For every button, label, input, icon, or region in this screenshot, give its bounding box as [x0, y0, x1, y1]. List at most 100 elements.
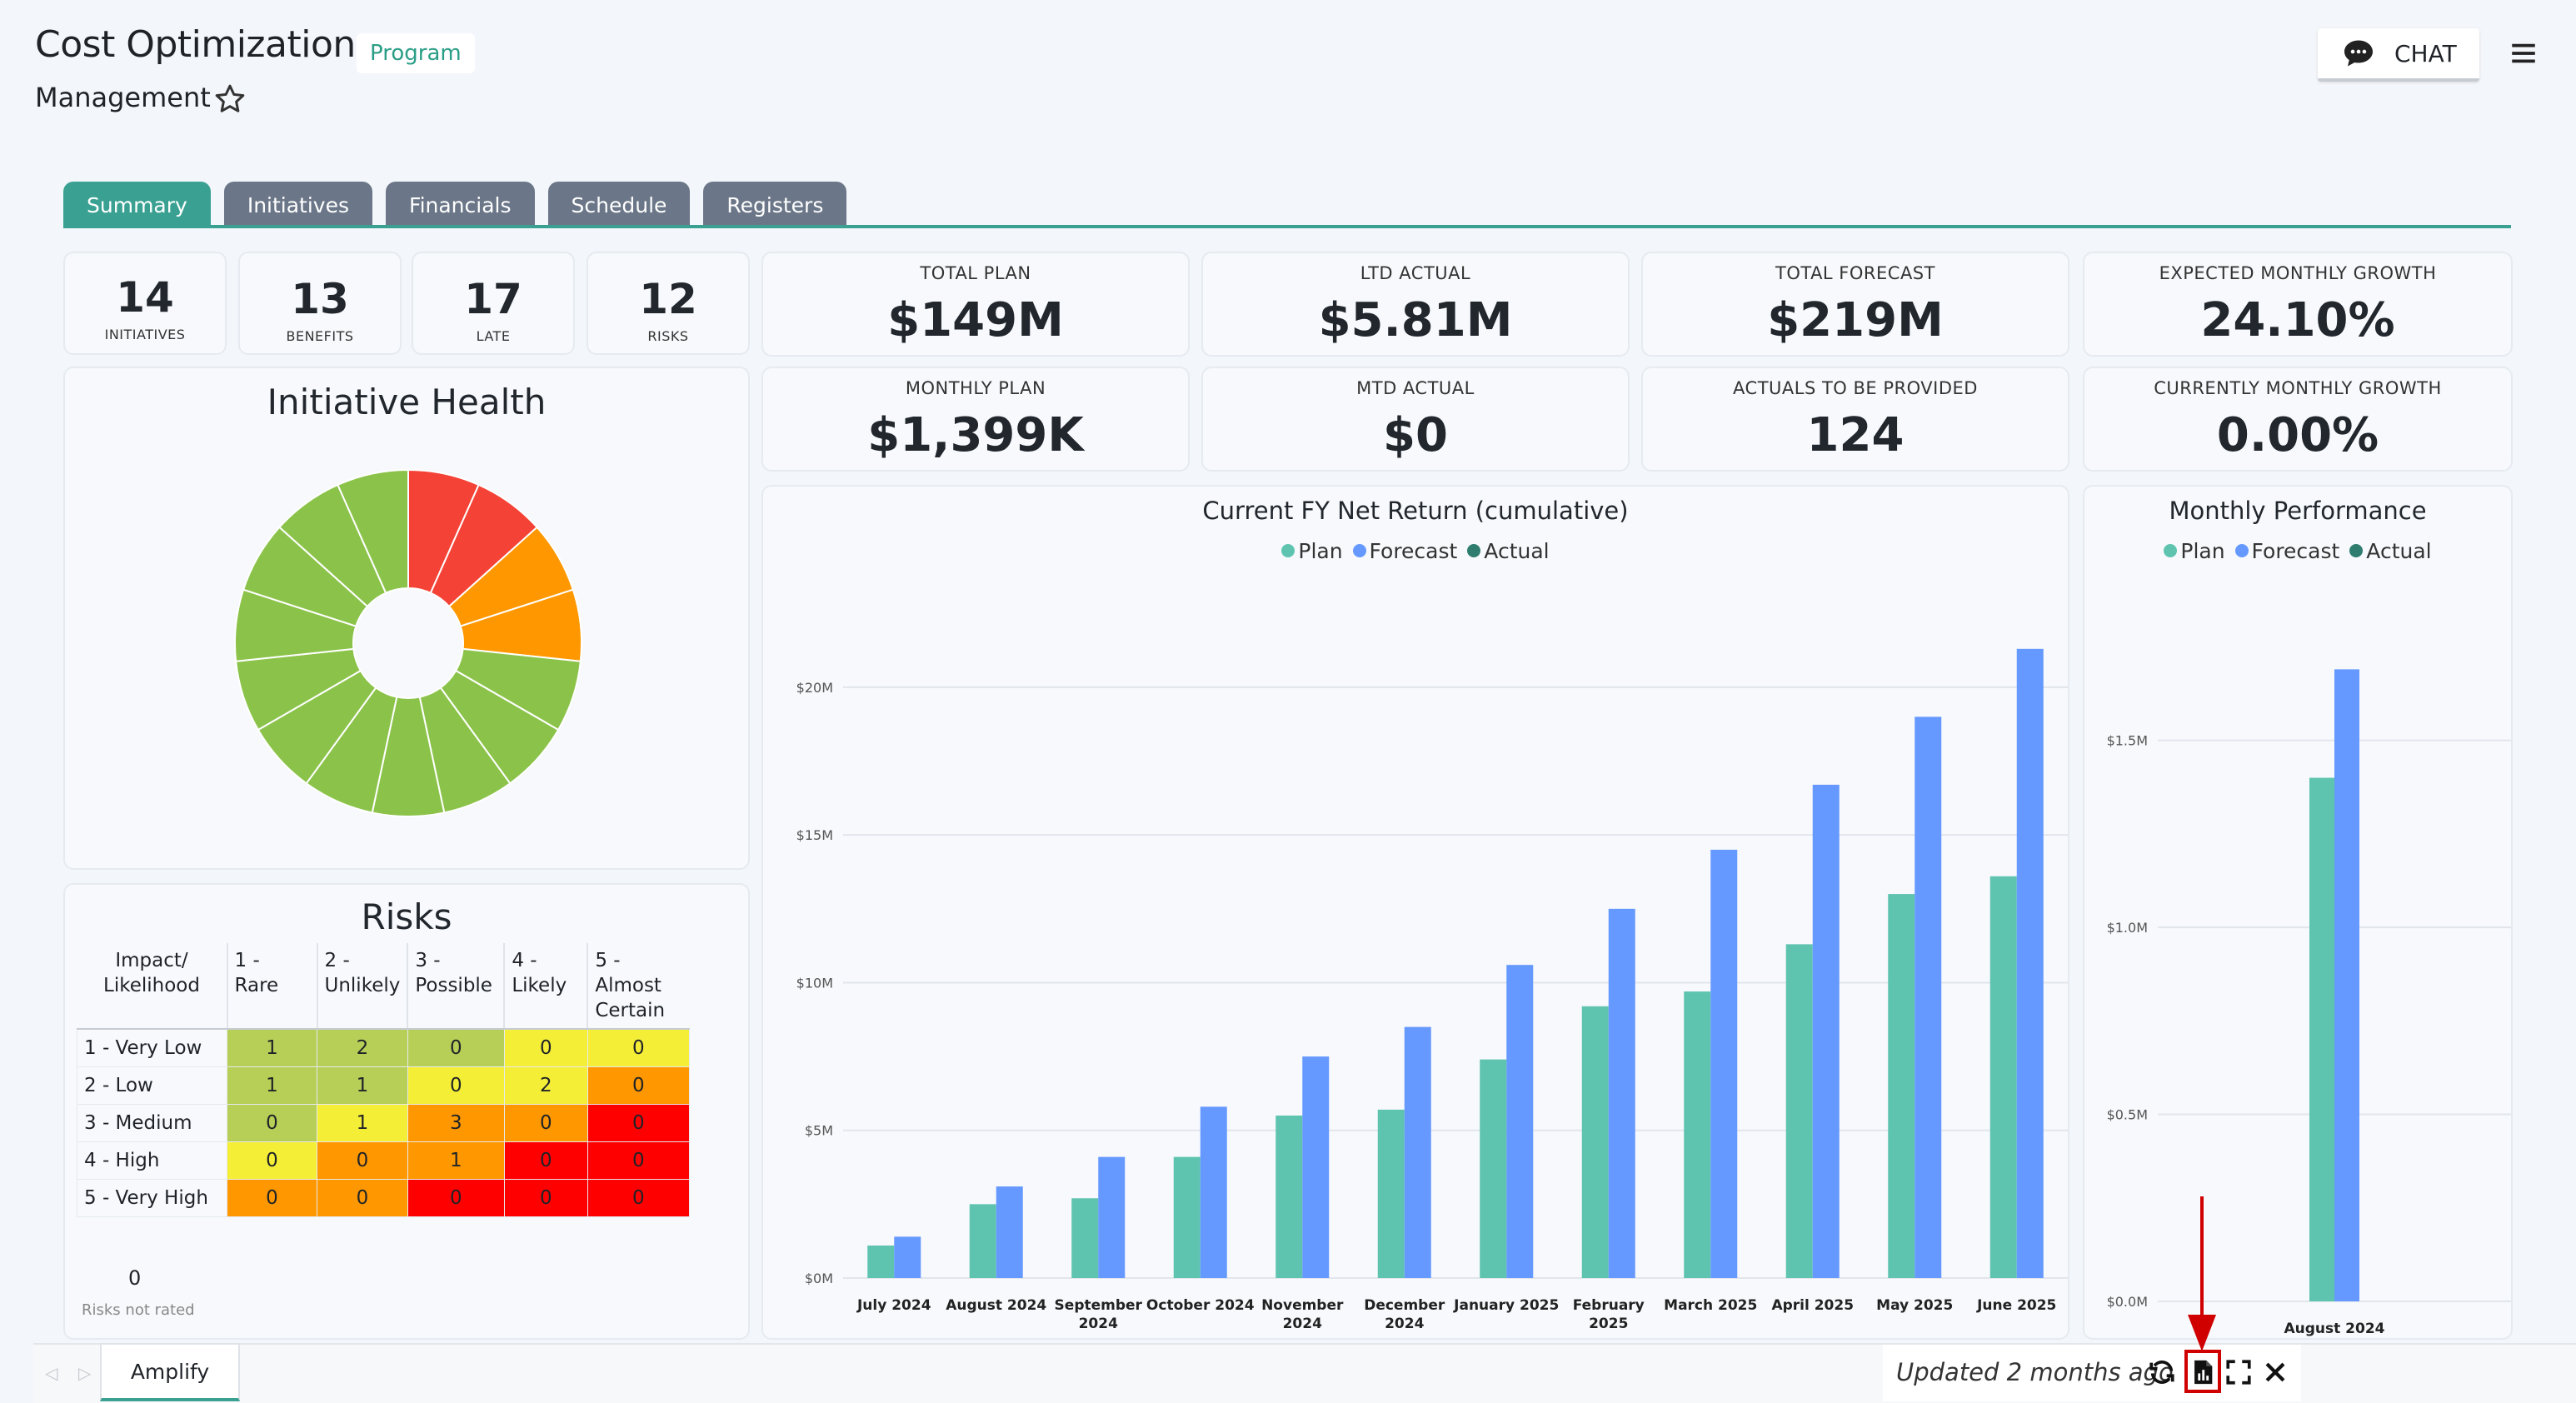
- risk-cell[interactable]: 0: [227, 1141, 317, 1180]
- kpi-label: EXPECTED MONTHLY GROWTH: [2159, 263, 2437, 283]
- stat-card-late[interactable]: 17 LATE: [412, 252, 575, 355]
- bar-plan[interactable]: [1684, 991, 1711, 1278]
- risk-cell[interactable]: 0: [227, 1103, 317, 1142]
- star-icon[interactable]: [213, 82, 247, 116]
- tab-amplify[interactable]: Amplify: [100, 1343, 240, 1401]
- legend-item-forecast[interactable]: Forecast: [1352, 539, 1457, 563]
- bar-plan[interactable]: [1785, 944, 1813, 1278]
- bar-forecast[interactable]: [1812, 784, 1840, 1278]
- legend-item-actual[interactable]: Actual: [1467, 539, 1550, 563]
- close-icon[interactable]: [2261, 1358, 2289, 1386]
- x-tick-label: February: [1573, 1297, 1645, 1314]
- bar-forecast[interactable]: [1302, 1056, 1330, 1278]
- risk-cell[interactable]: 1: [317, 1103, 408, 1142]
- risks-title: Risks: [361, 896, 452, 937]
- bar-forecast[interactable]: [1098, 1156, 1126, 1278]
- risk-cell[interactable]: 0: [587, 1141, 690, 1180]
- bar-forecast[interactable]: [2016, 648, 2044, 1278]
- risk-cell[interactable]: 0: [503, 1178, 588, 1217]
- risk-row-label: 4 - High: [77, 1141, 227, 1180]
- risk-cell[interactable]: 0: [587, 1028, 690, 1067]
- monthly-performance-chart: $0.0M $0.5M $1.0M $1.5M August 2024: [2107, 669, 2511, 1337]
- kpi-label: TOTAL PLAN: [920, 263, 1031, 283]
- bar-plan[interactable]: [1480, 1059, 1507, 1278]
- risk-cell[interactable]: 0: [503, 1103, 588, 1142]
- kpi-value: $149M: [887, 293, 1064, 347]
- menu-icon[interactable]: [2511, 42, 2536, 65]
- risk-cell[interactable]: 0: [227, 1178, 317, 1217]
- risk-cell[interactable]: 2: [503, 1066, 588, 1105]
- risk-cell[interactable]: 1: [227, 1028, 317, 1067]
- legend-item-plan[interactable]: Plan: [1281, 539, 1343, 563]
- x-tick-label: November: [1261, 1297, 1344, 1314]
- bar-forecast[interactable]: [894, 1236, 921, 1278]
- risk-row: 4 - High 0 0 1 0 0: [77, 1141, 690, 1180]
- y-tick-label: $20M: [796, 680, 833, 696]
- bar-forecast[interactable]: [1608, 908, 1635, 1278]
- donut-slice[interactable]: [337, 468, 409, 595]
- bar-plan[interactable]: [1276, 1116, 1303, 1278]
- stat-card-risks[interactable]: 12 RISKS: [587, 252, 750, 355]
- risk-cell[interactable]: 0: [587, 1178, 690, 1217]
- kpi-monthly-plan: MONTHLY PLAN $1,399K: [761, 367, 1190, 472]
- tab-summary[interactable]: Summary: [63, 182, 211, 225]
- risk-cell[interactable]: 0: [503, 1141, 588, 1180]
- bar-plan[interactable]: [969, 1204, 996, 1278]
- initiative-health-title: Initiative Health: [267, 382, 547, 422]
- bar-plan[interactable]: [867, 1246, 895, 1278]
- kpi-value: 0.00%: [2216, 408, 2379, 462]
- bar-forecast[interactable]: [1200, 1106, 1227, 1278]
- tab-schedule[interactable]: Schedule: [547, 182, 691, 225]
- legend-item-actual[interactable]: Actual: [2349, 539, 2432, 563]
- kpi-actuals-to-be-provided: ACTUALS TO BE PROVIDED 124: [1641, 367, 2069, 472]
- chat-icon: [2344, 40, 2373, 67]
- bar-plan[interactable]: [1173, 1156, 1201, 1278]
- refresh-icon[interactable]: [2148, 1358, 2176, 1386]
- bar-forecast[interactable]: [2334, 669, 2359, 1301]
- risk-row: 1 - Very Low 1 2 0 0 0: [77, 1028, 690, 1067]
- bar-plan[interactable]: [2309, 777, 2334, 1301]
- risk-cell[interactable]: 1: [407, 1141, 505, 1180]
- legend-item-plan[interactable]: Plan: [2164, 539, 2225, 563]
- bar-plan[interactable]: [1989, 876, 2017, 1278]
- y-tick-label: $0.5M: [2107, 1107, 2148, 1123]
- net-return-legend: Plan Forecast Actual: [763, 538, 2068, 563]
- bar-plan[interactable]: [1888, 894, 1915, 1278]
- kpi-label: ACTUALS TO BE PROVIDED: [1733, 378, 1978, 398]
- kpi-label: MTD ACTUAL: [1356, 378, 1475, 398]
- risk-cell[interactable]: 1: [227, 1066, 317, 1105]
- bar-forecast[interactable]: [1915, 716, 1942, 1278]
- risk-cell[interactable]: 0: [503, 1028, 588, 1067]
- risk-cell[interactable]: 0: [407, 1178, 505, 1217]
- risk-cell[interactable]: 0: [587, 1066, 690, 1105]
- risk-cell[interactable]: 1: [317, 1066, 408, 1105]
- risk-cell[interactable]: 0: [317, 1178, 408, 1217]
- stat-card-benefits[interactable]: 13 BENEFITS: [238, 252, 402, 355]
- tab-scroll-right-icon[interactable]: ▷: [78, 1363, 92, 1383]
- fullscreen-icon[interactable]: [2224, 1358, 2253, 1386]
- risk-cell[interactable]: 0: [587, 1103, 690, 1142]
- bar-plan[interactable]: [1581, 1006, 1609, 1278]
- risk-cell[interactable]: 0: [317, 1141, 408, 1180]
- chat-button[interactable]: CHAT: [2318, 28, 2479, 82]
- risk-cell[interactable]: 2: [317, 1028, 408, 1067]
- bar-forecast[interactable]: [1710, 849, 1738, 1278]
- stat-card-initiatives[interactable]: 14 INITIATIVES: [63, 252, 227, 355]
- risk-cell[interactable]: 0: [407, 1066, 505, 1105]
- risk-row-label: 5 - Very High: [77, 1178, 227, 1217]
- bar-plan[interactable]: [1377, 1109, 1405, 1278]
- risk-cell[interactable]: 0: [407, 1028, 505, 1067]
- bar-forecast[interactable]: [1404, 1026, 1431, 1278]
- tab-financials[interactable]: Financials: [386, 182, 535, 225]
- tab-scroll-left-icon[interactable]: ◁: [45, 1363, 58, 1383]
- tab-initiatives[interactable]: Initiatives: [223, 182, 373, 225]
- risk-cell[interactable]: 3: [407, 1103, 505, 1142]
- legend-item-forecast[interactable]: Forecast: [2234, 539, 2339, 563]
- bar-plan[interactable]: [1071, 1198, 1099, 1278]
- bar-forecast[interactable]: [996, 1186, 1023, 1278]
- net-return-chart: $0M $5M $10M $15M $20M July 2024 August 2024 Se…: [796, 648, 2068, 1332]
- bar-forecast[interactable]: [1506, 965, 1534, 1278]
- export-report-icon[interactable]: [2189, 1358, 2217, 1386]
- risks-not-rated-label: Risks not rated: [82, 1301, 195, 1319]
- tab-registers[interactable]: Registers: [703, 182, 847, 225]
